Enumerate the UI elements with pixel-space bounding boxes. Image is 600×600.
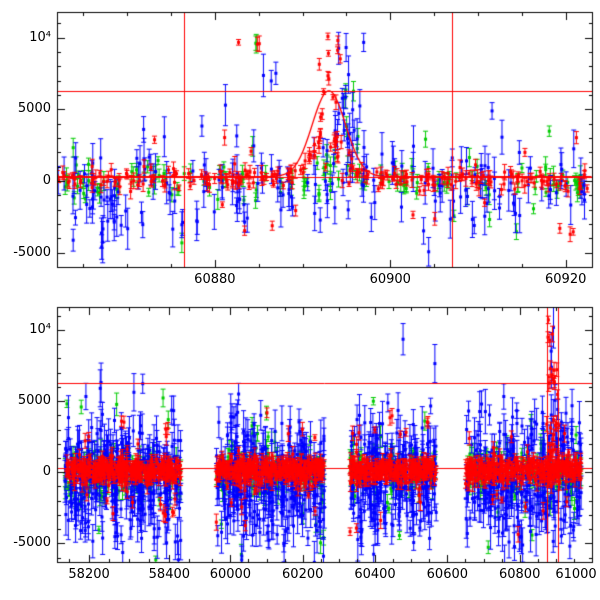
y-tick-label: 10⁴ [29,321,51,337]
x-tick-label: 60920 [545,272,587,287]
y-tick-label: 5000 [17,393,51,409]
y-tick-label: -5000 [13,244,51,260]
x-tick-label: 60400 [354,567,396,582]
y-tick-label: 5000 [17,101,51,117]
x-tick-label: 60880 [194,272,236,287]
y-tick-label: -5000 [13,535,51,551]
x-tick-label: 60200 [282,567,324,582]
x-tick-label: 60600 [426,567,469,582]
x-tick-label: 61000 [555,567,597,582]
x-tick-label: 60800 [498,567,541,582]
y-tick-label: 10⁴ [29,29,51,45]
x-tick-label: 60000 [209,567,252,582]
x-tick-label: 58200 [68,567,110,582]
y-tick-label: 0 [42,464,51,480]
x-tick-label: 60900 [369,272,411,287]
y-tick-label: 0 [42,173,51,189]
x-tick-label: 58400 [148,567,191,582]
